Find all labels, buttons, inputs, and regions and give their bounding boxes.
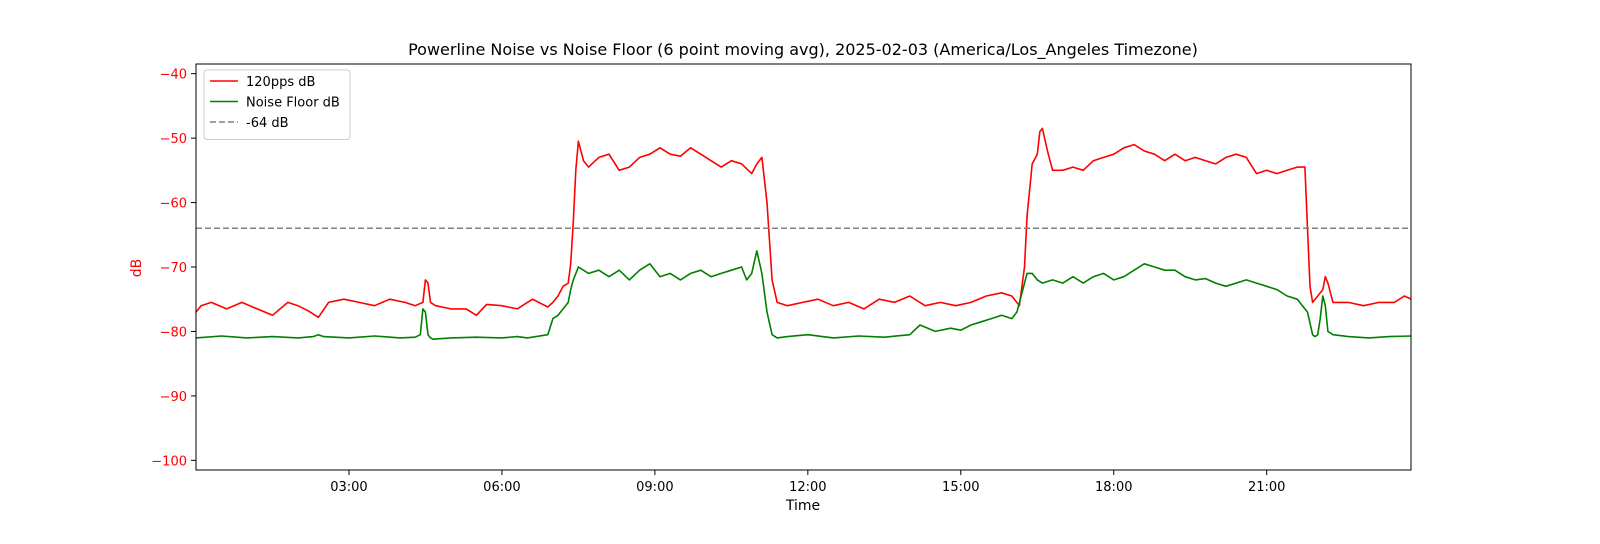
legend-label: Noise Floor dB [246, 96, 340, 111]
y-axis: −40 −50 −60 −70 −80 −90 −100 [151, 68, 196, 469]
legend: 120pps dB Noise Floor dB -64 dB [203, 69, 351, 140]
y-tick-label: −40 [160, 68, 187, 83]
y-tick-label: −70 [160, 261, 187, 276]
y-tick-label: −90 [160, 390, 187, 405]
x-axis-label: Time [785, 498, 820, 514]
x-tick-label: 06:00 [483, 480, 520, 495]
series-group [196, 127, 1411, 341]
y-axis-label: dB [129, 259, 145, 278]
y-tick-label: −80 [160, 325, 187, 340]
legend-label: -64 dB [246, 116, 289, 131]
x-tick-label: 12:00 [789, 480, 826, 495]
x-tick-label: 03:00 [330, 480, 367, 495]
legend-box [203, 69, 351, 140]
x-axis: 03:00 06:00 09:00 12:00 15:00 18:00 21:00 [330, 470, 1285, 495]
y-tick-label: −50 [160, 132, 187, 147]
x-tick-label: 21:00 [1248, 480, 1285, 495]
series-line-noise-floor [196, 250, 1411, 341]
series-line-120pps [196, 127, 1411, 319]
x-tick-label: 15:00 [942, 480, 979, 495]
legend-label: 120pps dB [246, 75, 315, 90]
chart-title: Powerline Noise vs Noise Floor (6 point … [408, 40, 1198, 60]
x-tick-label: 09:00 [636, 480, 673, 495]
x-tick-label: 18:00 [1095, 480, 1132, 495]
y-tick-label: −60 [160, 197, 187, 212]
y-tick-label: −100 [151, 454, 187, 469]
